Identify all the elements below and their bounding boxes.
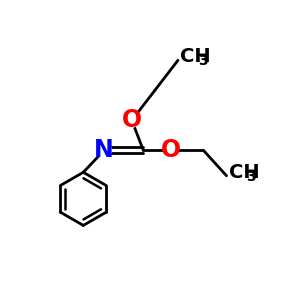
Text: 3: 3: [246, 170, 256, 184]
Text: N: N: [94, 138, 114, 162]
Circle shape: [125, 113, 139, 127]
Circle shape: [164, 143, 178, 157]
Text: O: O: [122, 108, 142, 132]
Text: CH: CH: [180, 47, 211, 66]
Text: CH: CH: [229, 163, 260, 182]
Text: O: O: [161, 138, 181, 162]
Circle shape: [97, 143, 112, 158]
Text: 3: 3: [198, 54, 207, 68]
